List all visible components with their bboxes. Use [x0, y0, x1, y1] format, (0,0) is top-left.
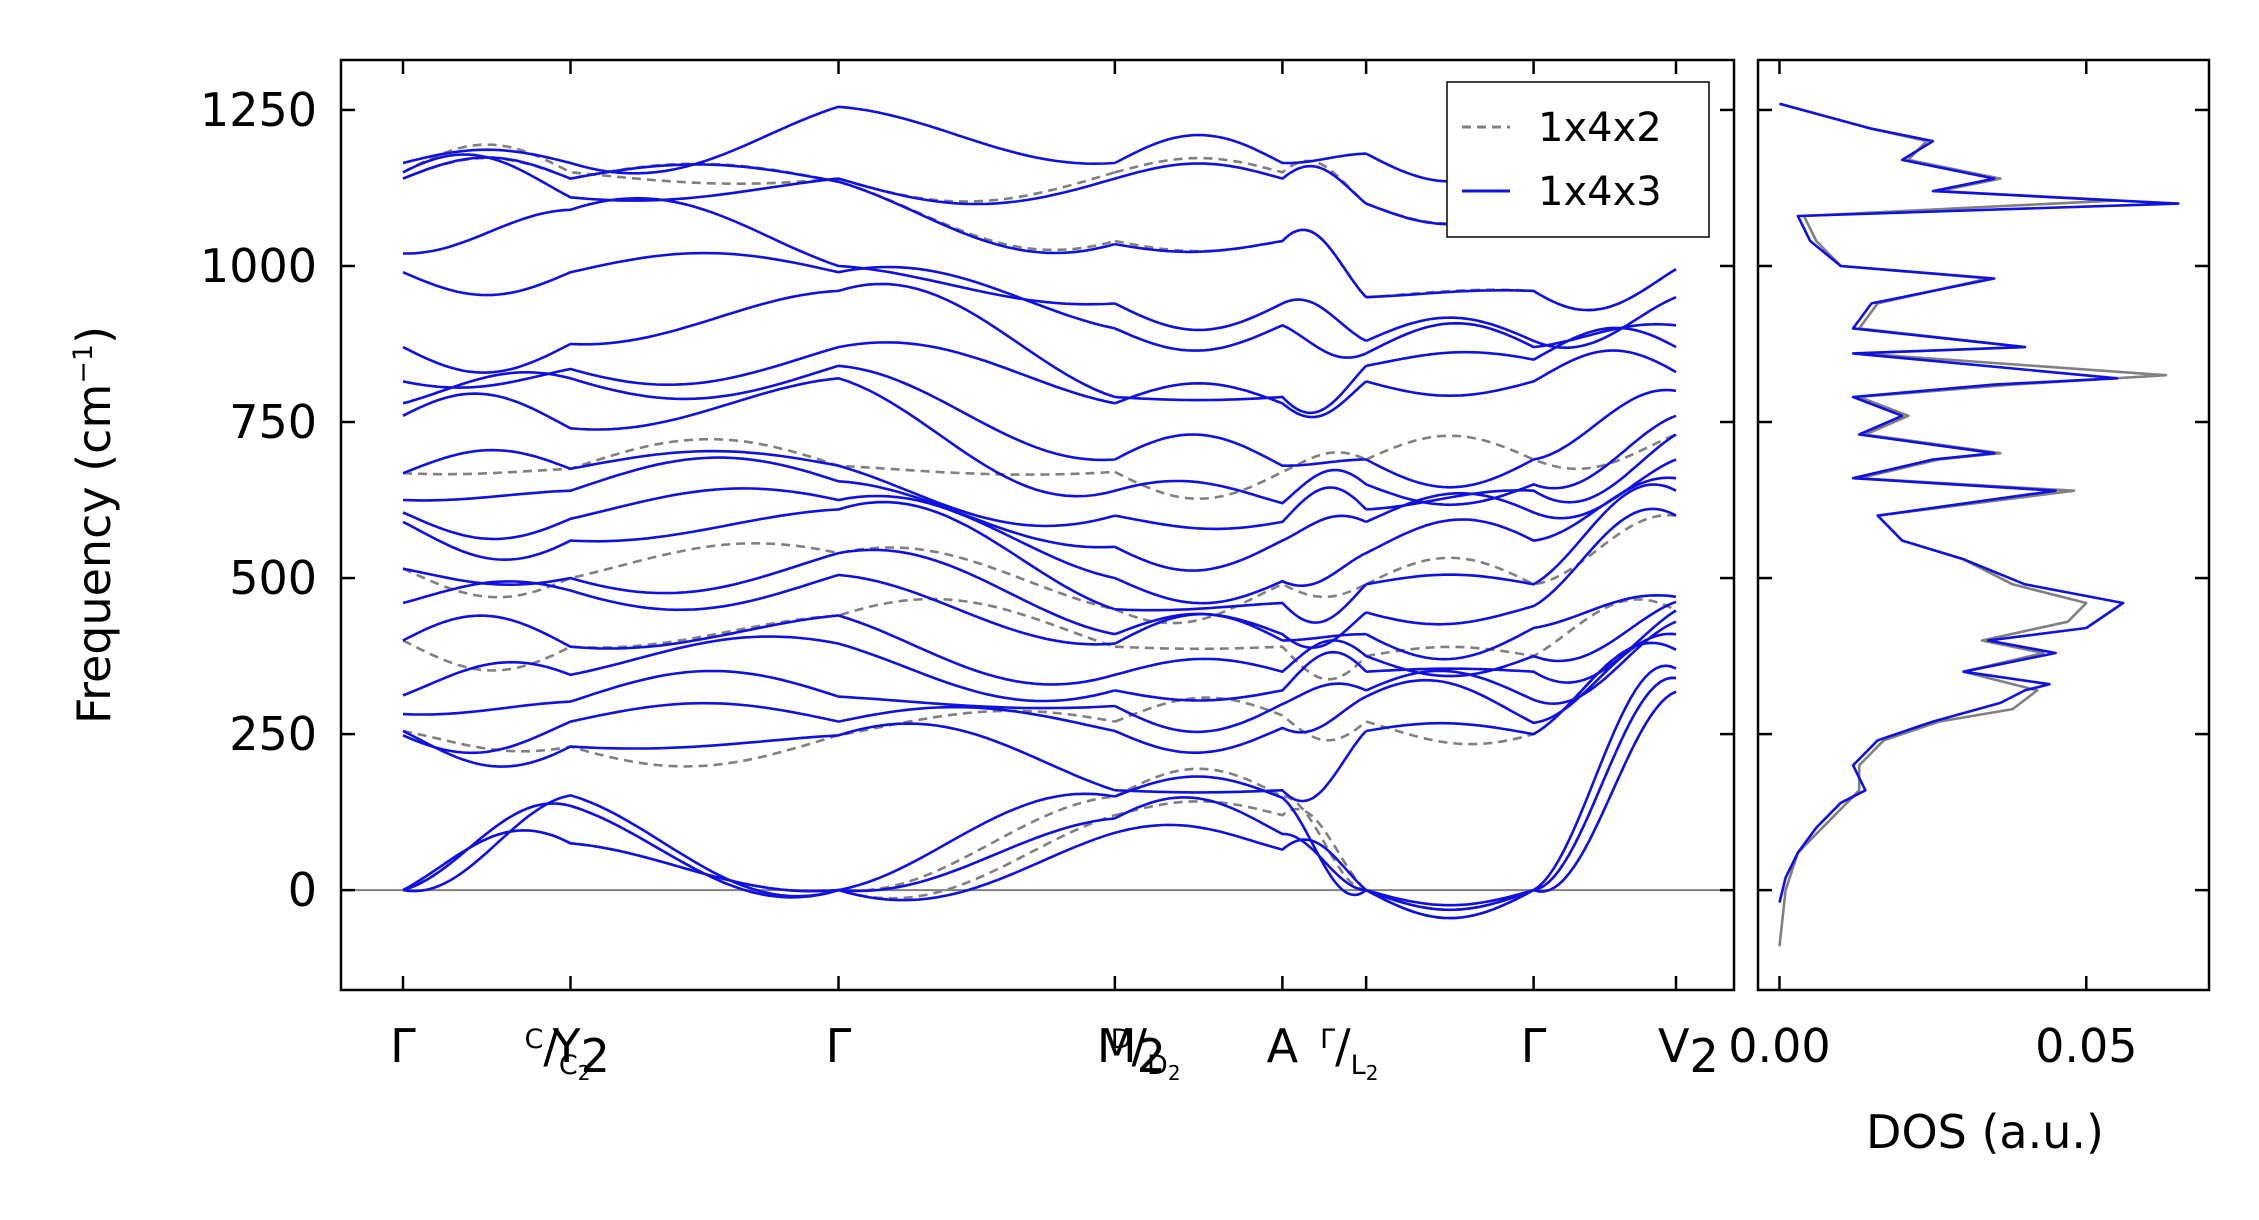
legend-label-1x4x2: 1x4x2	[1538, 105, 1662, 151]
band-plot-frame	[339, 58, 1736, 992]
band-line-1x4x2	[402, 676, 1676, 920]
y-axis-title: Frequency (cm−1)	[67, 326, 121, 724]
band-line-1x4x3	[402, 251, 1677, 359]
path-label: Γ	[1521, 1019, 1547, 1073]
band-line-1x4x3	[402, 376, 1677, 507]
legend-label-1x4x3: 1x4x3	[1538, 169, 1662, 215]
band-line-1x4x2	[402, 433, 1677, 501]
y-tick-label: 750	[229, 395, 317, 449]
dos-panel: 0.00 0.05 DOS (a.u.)	[1728, 58, 2211, 1159]
path-label: C/C2	[525, 1019, 591, 1085]
band-line-1x4x3	[402, 600, 1677, 686]
band-line-1x4x3	[402, 282, 1677, 415]
path-label: V2	[1658, 1019, 1719, 1083]
path-label: Γ	[826, 1019, 852, 1073]
band-y-ticks: 0 250 500 750 1000 1250	[200, 83, 1734, 917]
band-line-1x4x3	[402, 507, 1677, 650]
dos-x-ticks: 0.00 0.05	[1728, 60, 2137, 1073]
dos-x-axis-title: DOS (a.u.)	[1866, 1105, 2104, 1159]
dos-x-tick-label: 0.00	[1728, 1019, 1830, 1073]
band-line-1x4x3	[402, 641, 1677, 803]
band-line-1x4x3	[403, 196, 1677, 349]
y-tick-label: 0	[288, 863, 317, 917]
path-label: Γ	[390, 1019, 416, 1073]
legend: 1x4x2 1x4x3	[1446, 81, 1710, 238]
dos-line-1x4x2	[1778, 102, 2168, 947]
dos-y-ticks	[1758, 108, 2209, 892]
path-label: Y2	[552, 1019, 610, 1083]
band-line-1x4x3	[402, 664, 1677, 907]
band-line-1x4x2	[402, 597, 1677, 681]
y-tick-label: 250	[229, 707, 317, 761]
band-line-1x4x3	[402, 609, 1677, 703]
band-line-1x4x3	[402, 364, 1677, 489]
band-series-group	[402, 105, 1677, 920]
dos-x-tick-label: 0.05	[2035, 1019, 2137, 1073]
path-label: M2	[1097, 1019, 1166, 1083]
legend-box	[1446, 81, 1710, 238]
band-line-1x4x2	[402, 513, 1677, 625]
path-label: A	[1267, 1019, 1299, 1073]
band-line-1x4x3	[402, 456, 1677, 572]
y-tick-label: 500	[229, 551, 317, 605]
band-line-1x4x3	[402, 483, 1677, 624]
y-tick-label: 1000	[200, 239, 317, 293]
dos-line-1x4x3	[1778, 102, 2180, 903]
path-label: D/D2	[1111, 1019, 1181, 1085]
y-tick-label: 1250	[200, 83, 317, 137]
band-line-1x4x3	[402, 341, 1677, 419]
path-label: Γ/L2	[1320, 1019, 1378, 1085]
dos-plot-frame	[1756, 58, 2211, 992]
band-line-1x4x3	[402, 676, 1676, 920]
dos-series-group	[1778, 102, 2180, 947]
